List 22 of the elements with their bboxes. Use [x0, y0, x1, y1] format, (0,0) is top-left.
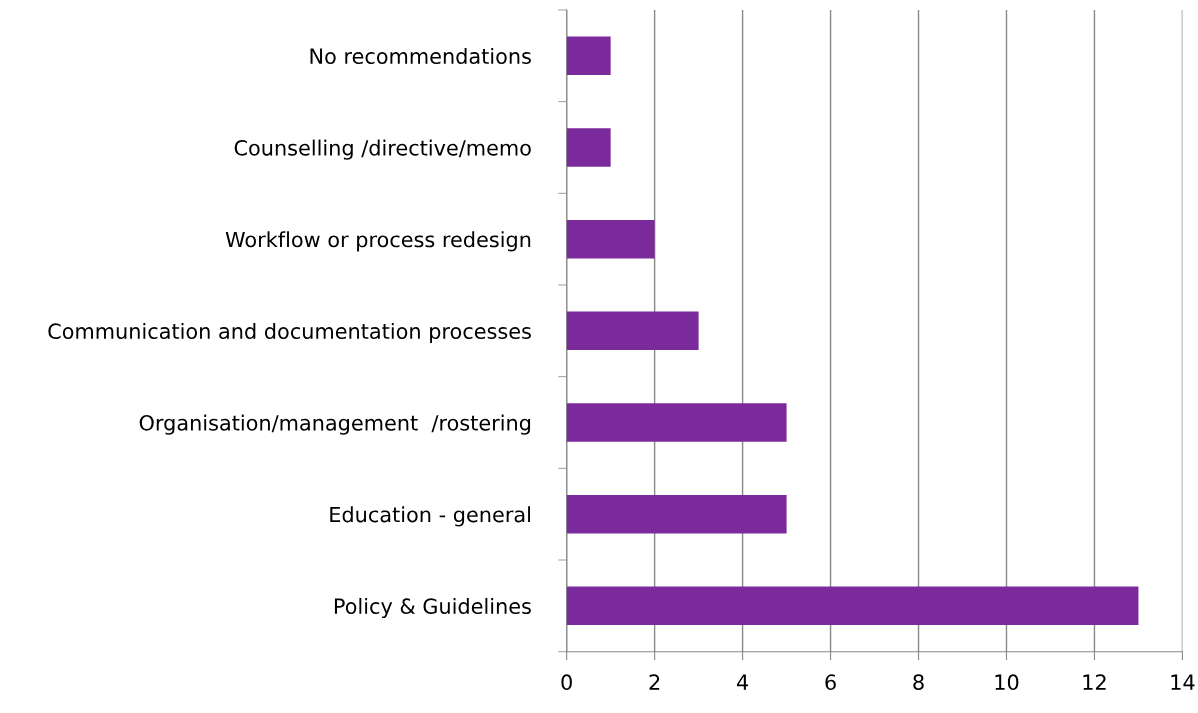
y-tick-label: Policy & Guidelines: [334, 597, 531, 619]
bar: [566, 128, 611, 167]
x-tick-label: 10: [995, 674, 1019, 691]
bar: [566, 403, 787, 442]
x-tick-label: 14: [1171, 674, 1195, 690]
y-tick-label: Counselling /directive/memo: [234, 139, 531, 160]
y-tick-label: No recommendations: [310, 47, 531, 65]
x-tick-label: 6: [825, 674, 836, 691]
x-tick-label: 8: [913, 674, 924, 691]
bar: [566, 494, 787, 534]
y-tick-label: Communication and documentation processes: [48, 322, 531, 344]
x-tick-label: 12: [1083, 674, 1106, 690]
y-tick-label: Workflow or process redesign: [225, 231, 531, 252]
bar: [566, 36, 611, 76]
x-tick-label: 0: [561, 674, 572, 691]
bar: [566, 311, 699, 351]
bar: [566, 219, 655, 259]
x-tick-label: 2: [649, 674, 660, 690]
y-tick-label: Organisation/management /rostering: [139, 414, 531, 435]
bar: [566, 586, 1139, 626]
x-tick-label: 4: [736, 674, 749, 690]
y-tick-label: Education - general: [330, 506, 530, 527]
